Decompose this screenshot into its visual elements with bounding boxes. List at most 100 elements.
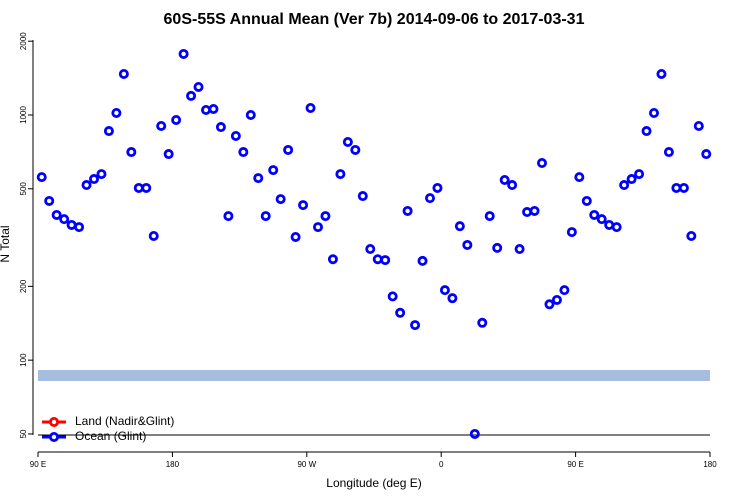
band [38,370,710,381]
point [484,211,495,222]
point [634,169,645,180]
point [566,227,577,238]
x-tick-label: 180 [703,460,717,469]
point [126,147,137,158]
point [103,126,114,137]
point [596,214,607,225]
point [89,174,100,185]
legend-marker [49,416,60,427]
y-tick-label: 1000 [19,106,28,124]
point [372,254,383,265]
point [589,209,600,220]
point [380,255,391,266]
legend-marker [49,431,60,442]
point [626,174,637,185]
y-tick-label: 50 [19,429,28,438]
point [171,115,182,126]
point [514,244,525,255]
point [275,194,286,205]
point [619,180,630,191]
point [342,136,353,147]
point [305,102,316,113]
point [51,209,62,220]
point [559,285,570,296]
y-tick-label: 100 [19,353,28,367]
point [268,165,279,176]
point [186,90,197,101]
point [507,180,518,191]
point [335,169,346,180]
point [44,195,55,206]
y-axis-label: N Total [0,225,12,262]
point [574,172,585,183]
chart-title: 60S-55S Annual Mean (Ver 7b) 2014-09-06 … [164,11,585,28]
point [537,158,548,169]
point [245,109,256,120]
point [402,205,413,216]
point [387,291,398,302]
point [678,182,689,193]
legend-label: Land (Nadir&Glint) [75,414,174,428]
point [395,307,406,318]
point [469,428,480,439]
point [492,242,503,253]
point [230,130,241,141]
point [439,285,450,296]
x-tick-label: 90 W [297,460,316,469]
point [656,68,667,79]
point [200,105,211,116]
point [432,182,443,193]
point [365,244,376,255]
y-tick-label: 200 [19,279,28,293]
point [529,205,540,216]
point [59,214,70,225]
point [223,211,234,222]
point [522,207,533,218]
point [148,230,159,241]
x-tick-label: 180 [166,460,180,469]
legend-label: Ocean (Glint) [75,429,146,443]
point [298,200,309,211]
point [447,293,458,304]
point [611,222,622,233]
point [163,149,174,160]
point [357,191,368,202]
x-tick-label: 0 [439,460,444,469]
point [663,147,674,158]
point [641,126,652,137]
point [81,180,92,191]
point [260,211,271,222]
point [701,149,712,160]
point [74,222,85,233]
point [686,230,697,241]
y-tick-label: 2000 [19,32,28,50]
x-axis-label: Longitude (deg E) [326,476,421,490]
point [312,222,323,233]
point [36,172,47,183]
point [417,255,428,266]
point [96,169,107,180]
point [111,107,122,118]
point [290,231,301,242]
point [238,147,249,158]
point [477,317,488,328]
y-tick-label: 500 [19,182,28,196]
x-tick-label: 90 E [30,460,46,469]
point [581,195,592,206]
point [178,48,189,59]
point [283,144,294,155]
point [215,122,226,133]
point [253,173,264,184]
point [544,299,555,310]
point [410,320,421,331]
point [193,81,204,92]
point [454,221,465,232]
point [462,239,473,250]
point [424,193,435,204]
point [208,103,219,114]
point [551,294,562,305]
point [693,120,704,131]
point [350,144,361,155]
